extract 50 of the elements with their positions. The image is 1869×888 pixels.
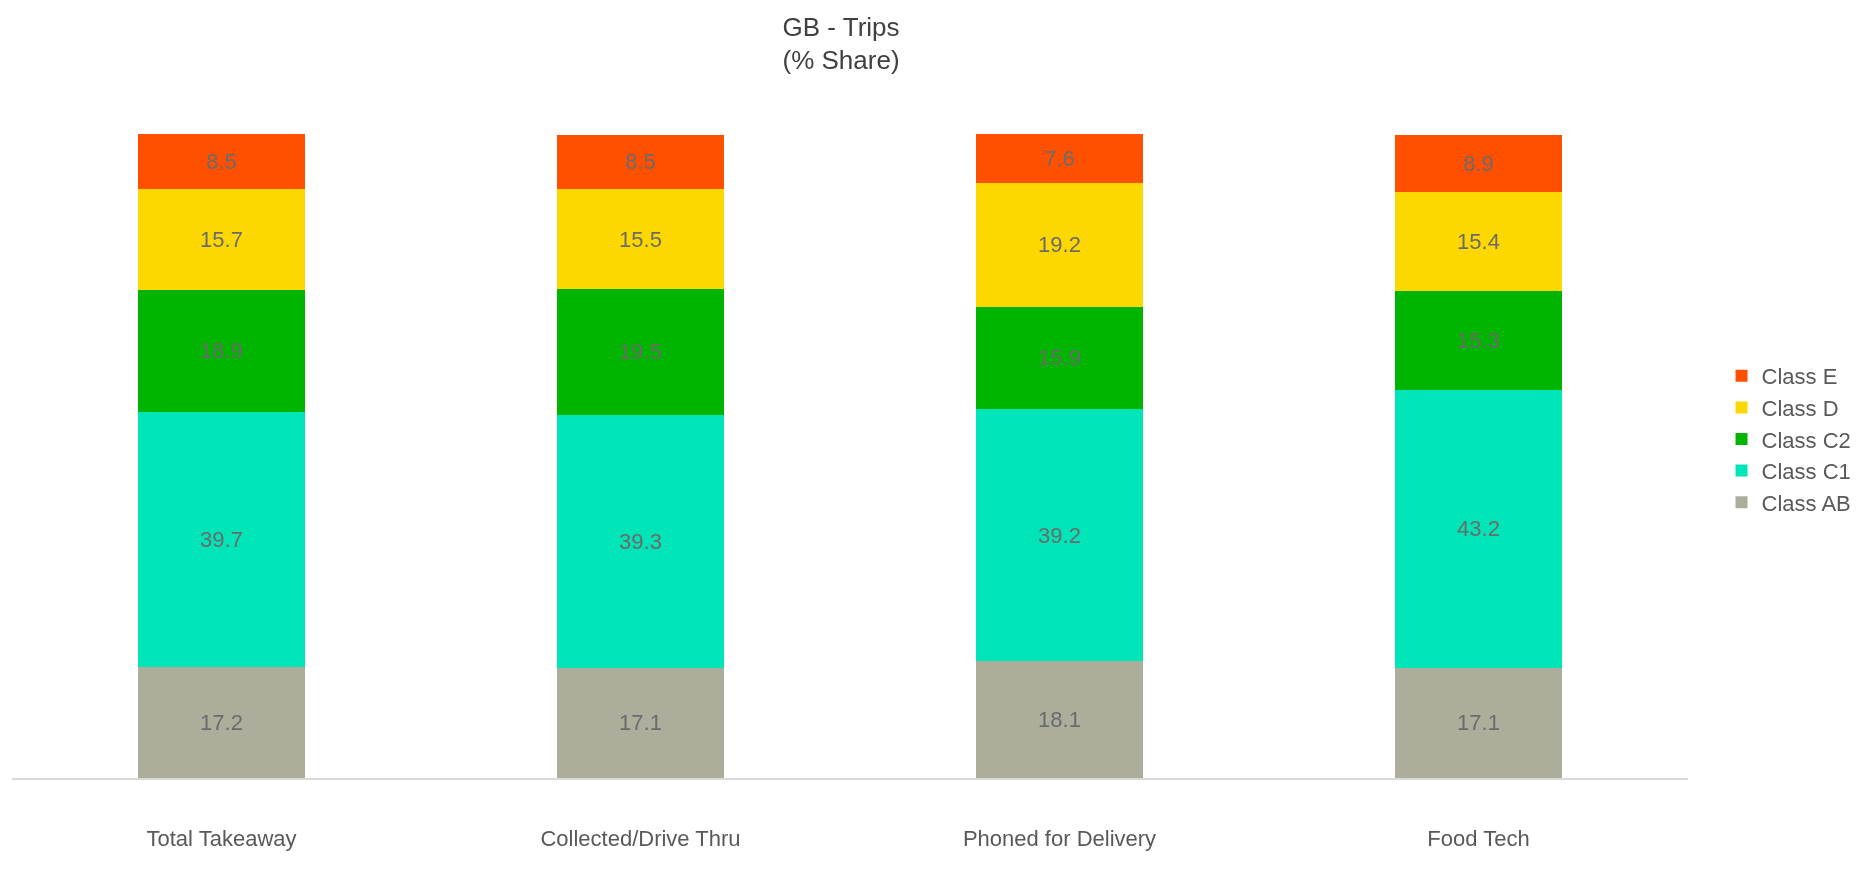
data-label: 15.5 — [619, 226, 662, 252]
bar — [556, 289, 725, 415]
bar — [137, 133, 306, 189]
x-tick-label: Phoned for Delivery — [962, 826, 1157, 852]
legend-label: Class D — [1761, 395, 1839, 421]
bar — [1394, 667, 1563, 778]
bar — [975, 408, 1144, 662]
data-label: 18.9 — [200, 338, 243, 364]
bar — [1394, 389, 1563, 668]
x-tick-label: Food Tech — [1427, 826, 1530, 852]
legend-label: Class E — [1761, 364, 1838, 390]
bar — [975, 661, 1144, 778]
bar — [1394, 191, 1563, 292]
x-tick-label: Total Takeaway — [146, 826, 297, 852]
data-label: 17.1 — [1457, 710, 1500, 736]
x-tick-label: Collected/Drive Thru — [540, 826, 741, 852]
data-label: 8.9 — [1463, 150, 1494, 176]
data-label: 15.3 — [1457, 327, 1500, 353]
bar — [556, 667, 725, 778]
bar — [975, 306, 1144, 409]
data-label: 7.6 — [1044, 145, 1075, 171]
bar — [137, 289, 306, 412]
bar — [556, 134, 725, 190]
bar — [556, 414, 725, 668]
data-label: 19.2 — [1038, 232, 1081, 258]
bar — [137, 188, 306, 290]
bar — [975, 182, 1144, 307]
bar — [1394, 134, 1563, 192]
bar — [137, 411, 306, 668]
legend-label: Class C2 — [1761, 427, 1851, 453]
bar — [975, 133, 1144, 183]
data-label: 43.2 — [1457, 516, 1500, 542]
data-label: 19.5 — [619, 339, 662, 365]
bar — [556, 189, 725, 290]
bar — [137, 667, 306, 778]
data-label: 8.5 — [625, 149, 656, 175]
data-label: 17.1 — [619, 710, 662, 736]
bar — [1394, 291, 1563, 390]
data-label: 15.9 — [1038, 345, 1081, 371]
data-label: 39.3 — [619, 528, 662, 554]
legend-label: Class C1 — [1761, 459, 1851, 485]
data-label: 17.2 — [200, 710, 243, 736]
legend-label: Class AB — [1761, 490, 1851, 516]
data-label: 15.7 — [200, 226, 243, 252]
data-label: 18.1 — [1038, 707, 1081, 733]
data-label: 8.5 — [206, 148, 237, 174]
data-label: 39.2 — [1038, 522, 1081, 548]
chart-title: GB - Trips (% Share) — [782, 11, 900, 76]
data-label: 15.4 — [1457, 228, 1500, 254]
data-label: 39.7 — [200, 526, 243, 552]
